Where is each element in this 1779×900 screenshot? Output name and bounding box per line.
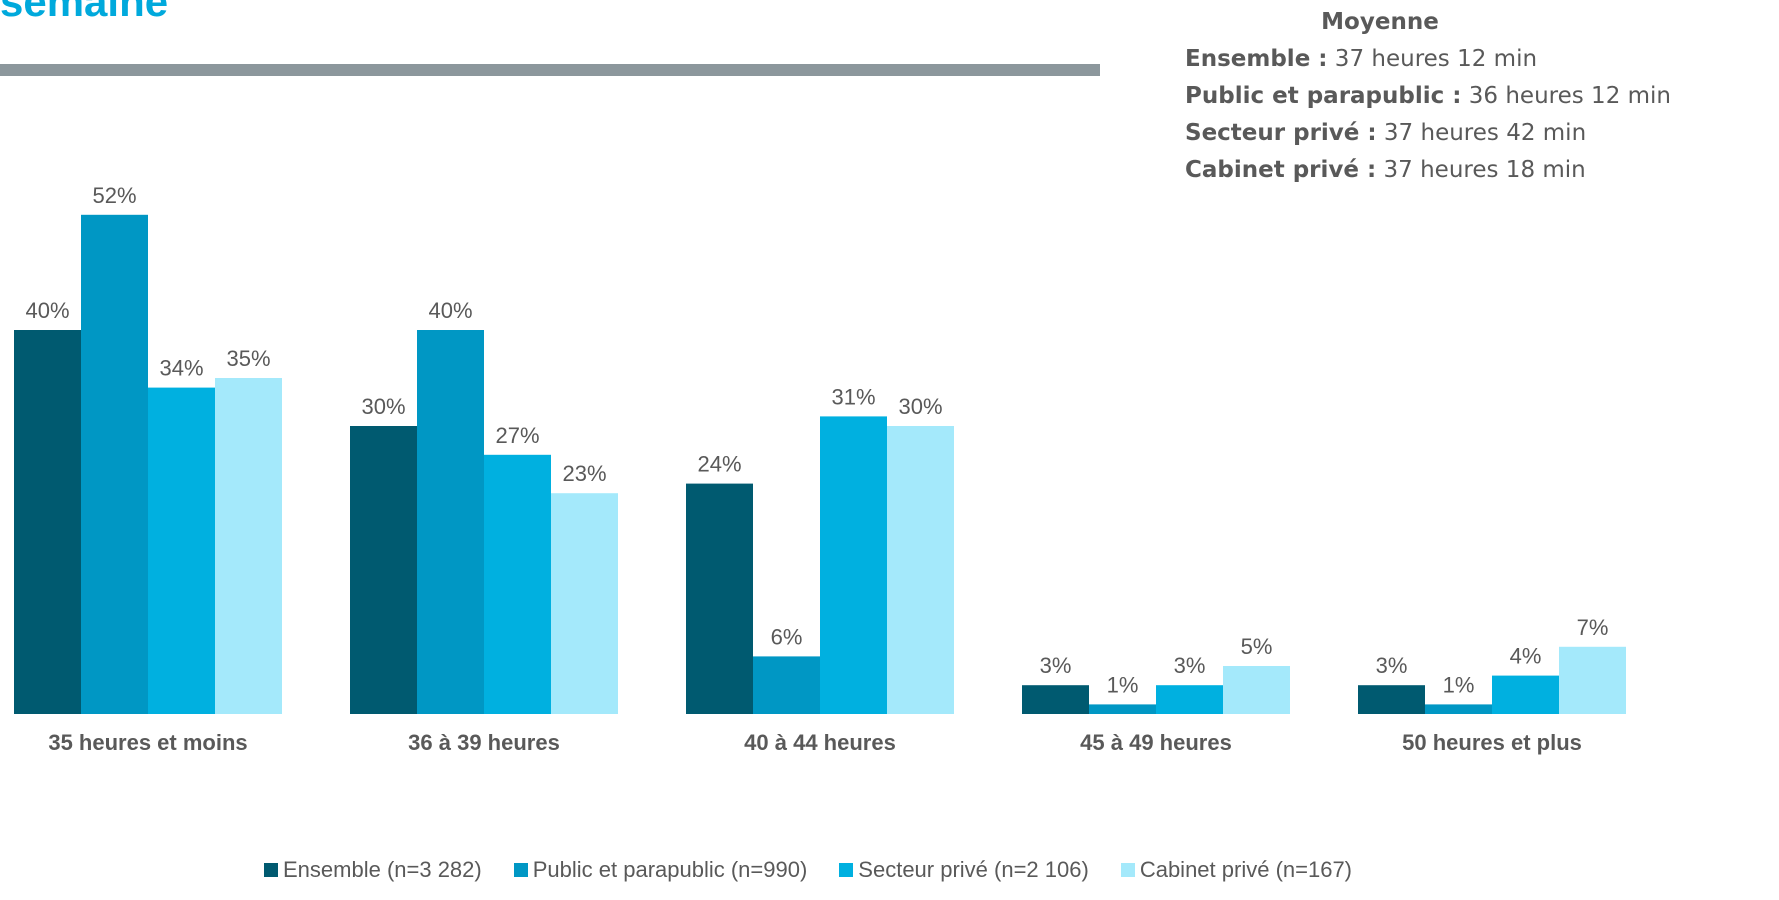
data-label: 5%	[1241, 634, 1273, 659]
bar	[148, 387, 215, 714]
bar	[1425, 704, 1492, 714]
legend-label: Cabinet privé (n=167)	[1139, 857, 1353, 882]
average-row-secteur-prive: Secteur privé : 37 heures 42 min	[1185, 115, 1671, 152]
bar	[14, 330, 81, 714]
bar	[686, 483, 753, 714]
data-label: 27%	[495, 423, 539, 448]
legend-item-cabinet-prive: Cabinet privé (n=167)	[1120, 857, 1353, 883]
category-label: 36 à 39 heures	[408, 730, 560, 755]
bar	[350, 426, 417, 714]
average-value: 36 heures 12 min	[1461, 83, 1672, 109]
average-label: Secteur privé :	[1185, 120, 1377, 146]
legend-label: Public et parapublic (n=990)	[532, 857, 808, 882]
average-label: Cabinet privé :	[1185, 157, 1377, 183]
data-label: 6%	[771, 624, 803, 649]
bar	[1156, 685, 1223, 714]
legend-item-ensemble: Ensemble (n=3 282)	[264, 857, 482, 883]
legend-label: Secteur privé (n=2 106)	[858, 857, 1089, 882]
average-row-public: Public et parapublic : 36 heures 12 min	[1185, 78, 1671, 115]
data-label: 3%	[1376, 653, 1408, 678]
bar	[1559, 646, 1626, 714]
bar	[1358, 685, 1425, 714]
legend-swatch	[1120, 863, 1135, 877]
data-label: 31%	[831, 384, 875, 409]
average-value: 37 heures 18 min	[1376, 157, 1586, 183]
legend-item-secteur-prive: Secteur privé (n=2 106)	[839, 857, 1089, 883]
average-value: 37 heures 12 min	[1327, 46, 1538, 72]
bar	[551, 493, 618, 714]
data-label: 40%	[428, 298, 472, 323]
bar	[417, 330, 484, 714]
data-label: 24%	[697, 452, 741, 477]
category-label: 50 heures et plus	[1402, 730, 1582, 755]
bar	[484, 454, 551, 714]
data-label: 52%	[92, 183, 136, 208]
page-title: semaine	[0, 0, 169, 25]
bar-chart: 40% 52% 34% 35% 35 heures et moins 30% 40% 27% 2…	[14, 183, 1626, 755]
legend-swatch	[264, 863, 278, 877]
data-label: 34%	[159, 356, 203, 381]
data-label: 7%	[1577, 615, 1609, 640]
data-label: 30%	[898, 394, 942, 419]
bar	[887, 426, 954, 714]
data-label: 1%	[1443, 672, 1475, 697]
data-label: 4%	[1510, 644, 1542, 669]
bar	[753, 656, 820, 714]
average-label: Ensemble :	[1185, 46, 1328, 72]
data-label: 40%	[25, 298, 69, 323]
category-label: 40 à 44 heures	[744, 730, 896, 755]
bar	[1089, 704, 1156, 714]
data-label: 3%	[1174, 653, 1206, 678]
data-label: 23%	[562, 461, 606, 486]
bar	[215, 378, 282, 714]
data-label: 1%	[1107, 672, 1139, 697]
average-value: 37 heures 42 min	[1376, 120, 1587, 146]
bar	[81, 214, 148, 715]
average-row-ensemble: Ensemble : 37 heures 12 min	[1185, 41, 1671, 78]
data-label: 35%	[226, 346, 270, 371]
averages-heading: Moyenne	[1321, 9, 1439, 35]
category-label: 45 à 49 heures	[1080, 730, 1232, 755]
data-label: 30%	[361, 394, 405, 419]
legend-swatch	[839, 863, 854, 877]
average-row-cabinet-prive: Cabinet privé : 37 heures 18 min	[1185, 152, 1671, 189]
legend-swatch	[513, 863, 528, 877]
title-underline	[0, 64, 1100, 76]
average-label: Public et parapublic :	[1185, 83, 1462, 109]
bar	[1022, 685, 1089, 714]
legend-label: Ensemble (n=3 282)	[283, 857, 482, 882]
data-label: 3%	[1040, 653, 1072, 678]
bar	[1492, 675, 1559, 714]
bar	[1223, 666, 1290, 714]
legend: Ensemble (n=3 282) Public et parapublic …	[264, 857, 1384, 883]
bar	[820, 416, 887, 714]
legend-item-public: Public et parapublic (n=990)	[513, 857, 808, 883]
category-label: 35 heures et moins	[48, 730, 247, 755]
averages-panel: Moyenne Ensemble : 37 heures 12 min Publ…	[1185, 4, 1671, 189]
